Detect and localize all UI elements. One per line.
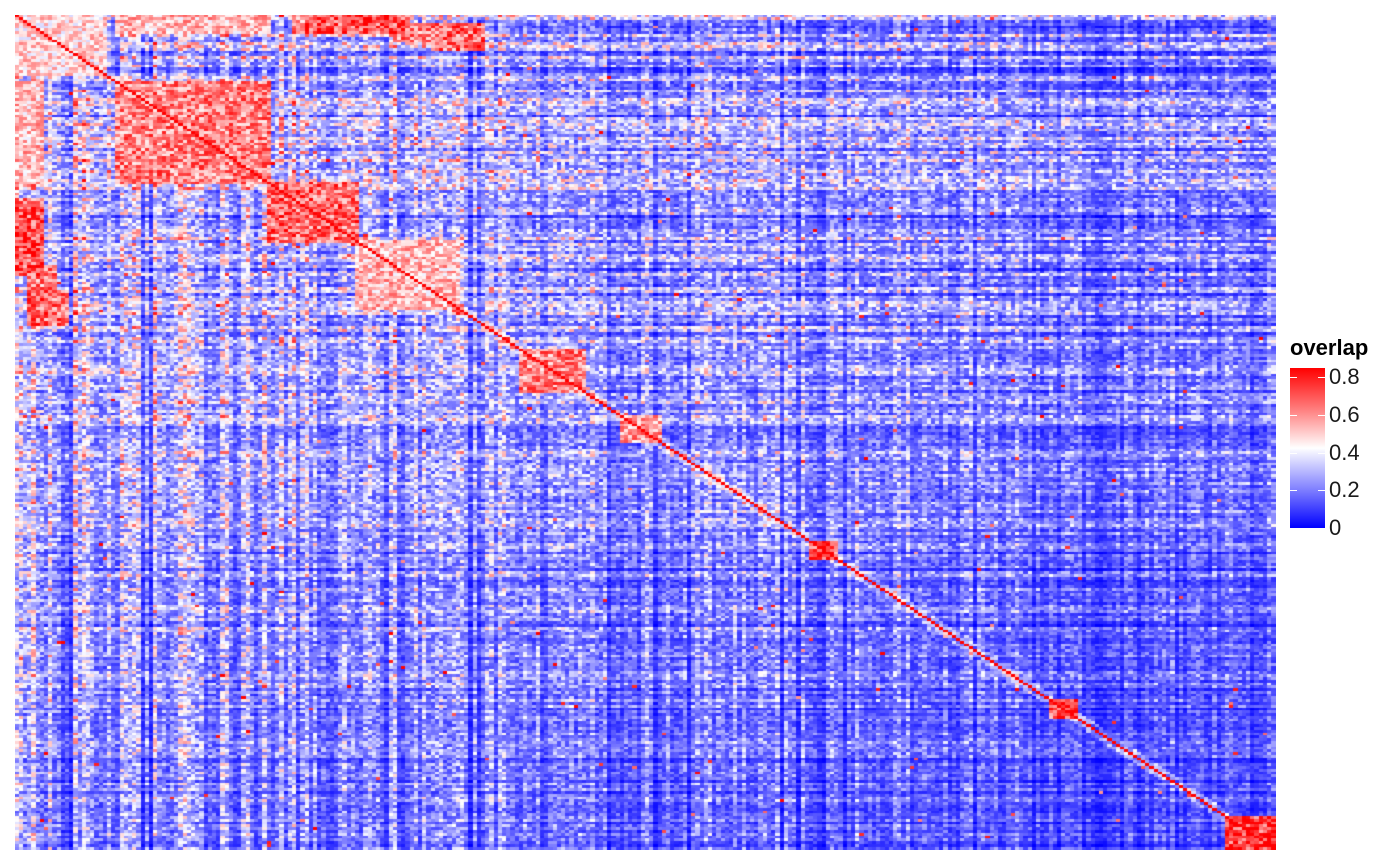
legend-tick-label: 0.4 [1329,440,1360,465]
legend-tick-mark [1290,490,1297,491]
legend-tick-label: 0.8 [1329,364,1360,389]
legend-tick-label: 0.2 [1329,477,1360,502]
legend-tick-mark [1290,377,1297,378]
legend-tick-mark [1290,415,1297,416]
legend: overlap 0.8 0.6 0.4 0.2 0 [1289,335,1389,539]
legend-tick-label: 0.6 [1329,402,1360,427]
legend-tick-mark [1318,528,1325,529]
legend-tick-mark [1318,377,1325,378]
legend-tick-mark [1318,453,1325,454]
legend-color-bar [1290,368,1325,528]
legend-tick-mark [1318,490,1325,491]
legend-tick-mark [1290,528,1297,529]
heatmap-panel [15,15,1276,850]
legend-title: overlap [1290,335,1369,360]
heatmap-canvas [15,15,1276,850]
legend-tick-mark [1318,415,1325,416]
legend-ticks: 0.8 0.6 0.4 0.2 0 [1289,335,1389,539]
legend-tick-mark [1290,453,1297,454]
legend-tick-label: 0 [1329,515,1342,540]
